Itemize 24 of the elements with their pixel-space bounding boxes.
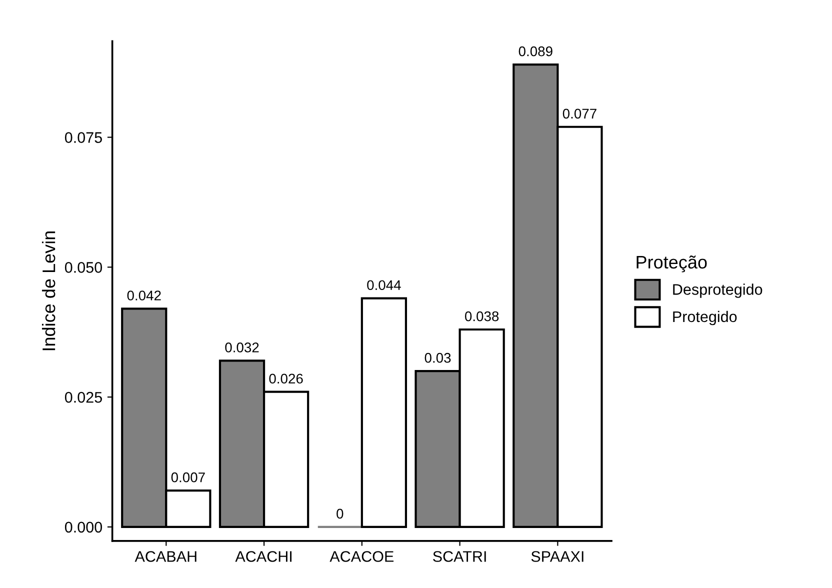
y-tick-label: 0.025 xyxy=(64,392,102,403)
legend-label: Desprotegido xyxy=(673,284,762,298)
x-tick-label: ACACHI xyxy=(235,551,292,562)
data-label: 0.077 xyxy=(562,108,596,119)
x-tick-label: ACACOE xyxy=(330,551,394,562)
y-tick-label: 0.000 xyxy=(64,522,102,533)
data-label: 0.038 xyxy=(464,311,499,322)
y-tick-label: 0.075 xyxy=(64,132,102,143)
y-tick-label: 0.050 xyxy=(64,262,102,273)
data-label: 0.026 xyxy=(269,374,303,384)
legend-title: Proteção xyxy=(636,255,707,272)
y-axis-title: Indice de Levin xyxy=(42,231,56,350)
x-tick-label: SPAAXI xyxy=(531,551,584,562)
data-label: 0.007 xyxy=(171,472,205,482)
x-tick-label: SCATRI xyxy=(433,551,486,562)
data-label: 0.032 xyxy=(225,342,259,352)
x-tick-label: ACABAH xyxy=(134,551,196,562)
data-label: 0.03 xyxy=(424,352,451,363)
legend-label: Protegido xyxy=(673,310,737,326)
data-label: 0.042 xyxy=(127,290,161,300)
data-label: 0 xyxy=(336,508,344,519)
data-label: 0.089 xyxy=(518,46,552,56)
bar xyxy=(360,297,408,528)
data-label: 0.044 xyxy=(367,280,401,290)
